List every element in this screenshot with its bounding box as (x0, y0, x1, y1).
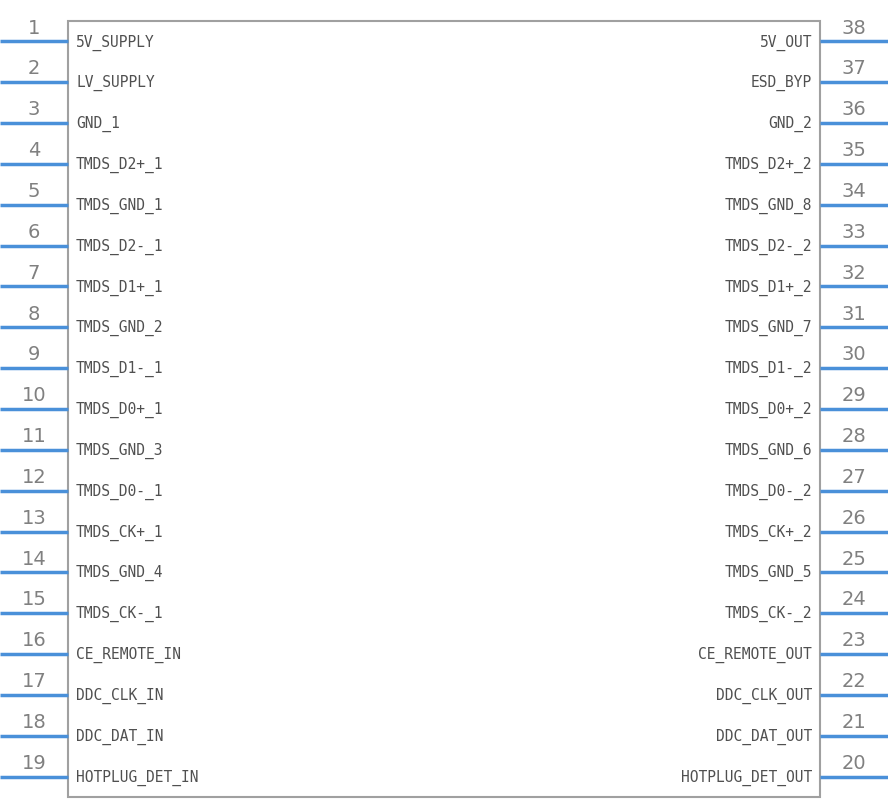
Text: 26: 26 (842, 508, 867, 527)
Text: DDC_CLK_OUT: DDC_CLK_OUT (716, 687, 812, 703)
Text: TMDS_GND_8: TMDS_GND_8 (725, 197, 812, 213)
Text: 23: 23 (842, 630, 867, 650)
Text: 32: 32 (842, 264, 867, 282)
Text: 29: 29 (842, 386, 867, 405)
Text: TMDS_GND_7: TMDS_GND_7 (725, 320, 812, 336)
Text: 17: 17 (21, 672, 46, 690)
Text: 27: 27 (842, 467, 867, 487)
Text: TMDS_D0-_1: TMDS_D0-_1 (76, 483, 163, 499)
Text: 19: 19 (21, 753, 46, 772)
Text: TMDS_D1-_2: TMDS_D1-_2 (725, 361, 812, 377)
Text: 33: 33 (842, 222, 867, 242)
Text: 24: 24 (842, 590, 867, 609)
Text: LV_SUPPLY: LV_SUPPLY (76, 75, 155, 92)
Text: TMDS_CK-_1: TMDS_CK-_1 (76, 605, 163, 621)
Text: 12: 12 (21, 467, 46, 487)
Text: 31: 31 (842, 304, 867, 323)
Bar (68, 22, 820, 797)
Text: 14: 14 (21, 549, 46, 568)
Text: 21: 21 (842, 712, 867, 731)
Text: TMDS_CK-_2: TMDS_CK-_2 (725, 605, 812, 621)
Text: TMDS_D2+_2: TMDS_D2+_2 (725, 157, 812, 173)
Text: TMDS_D0+_2: TMDS_D0+_2 (725, 401, 812, 418)
Text: DDC_DAT_OUT: DDC_DAT_OUT (716, 727, 812, 744)
Text: 13: 13 (21, 508, 46, 527)
Text: TMDS_D1-_1: TMDS_D1-_1 (76, 361, 163, 377)
Text: CE_REMOTE_OUT: CE_REMOTE_OUT (698, 646, 812, 663)
Text: 28: 28 (842, 427, 867, 445)
Text: DDC_DAT_IN: DDC_DAT_IN (76, 727, 163, 744)
Text: 7: 7 (28, 264, 40, 282)
Text: TMDS_CK+_2: TMDS_CK+_2 (725, 524, 812, 540)
Text: TMDS_GND_1: TMDS_GND_1 (76, 197, 163, 213)
Text: HOTPLUG_DET_OUT: HOTPLUG_DET_OUT (681, 769, 812, 785)
Text: 15: 15 (21, 590, 46, 609)
Text: 5V_OUT: 5V_OUT (759, 34, 812, 50)
Text: TMDS_CK+_1: TMDS_CK+_1 (76, 524, 163, 540)
Text: 35: 35 (842, 141, 867, 160)
Text: TMDS_GND_3: TMDS_GND_3 (76, 442, 163, 458)
Text: 5: 5 (28, 182, 40, 201)
Text: 30: 30 (842, 345, 867, 364)
Text: TMDS_GND_2: TMDS_GND_2 (76, 320, 163, 336)
Text: 22: 22 (842, 672, 867, 690)
Text: 37: 37 (842, 59, 867, 79)
Text: 3: 3 (28, 101, 40, 119)
Text: DDC_CLK_IN: DDC_CLK_IN (76, 687, 163, 703)
Text: TMDS_GND_5: TMDS_GND_5 (725, 564, 812, 581)
Text: ESD_BYP: ESD_BYP (750, 75, 812, 92)
Text: 4: 4 (28, 141, 40, 160)
Text: GND_2: GND_2 (768, 116, 812, 132)
Text: 10: 10 (21, 386, 46, 405)
Text: TMDS_D0-_2: TMDS_D0-_2 (725, 483, 812, 499)
Text: 20: 20 (842, 753, 867, 772)
Text: 18: 18 (21, 712, 46, 731)
Text: GND_1: GND_1 (76, 116, 120, 132)
Text: 11: 11 (21, 427, 46, 445)
Text: 5V_SUPPLY: 5V_SUPPLY (76, 34, 155, 50)
Text: 6: 6 (28, 222, 40, 242)
Text: 36: 36 (842, 101, 867, 119)
Text: TMDS_D2-_2: TMDS_D2-_2 (725, 238, 812, 255)
Text: 25: 25 (842, 549, 867, 568)
Text: 1: 1 (28, 19, 40, 37)
Text: TMDS_D1+_1: TMDS_D1+_1 (76, 279, 163, 295)
Text: TMDS_D2+_1: TMDS_D2+_1 (76, 157, 163, 173)
Text: 34: 34 (842, 182, 867, 201)
Text: 38: 38 (842, 19, 867, 37)
Text: CE_REMOTE_IN: CE_REMOTE_IN (76, 646, 181, 663)
Text: TMDS_GND_6: TMDS_GND_6 (725, 442, 812, 458)
Text: HOTPLUG_DET_IN: HOTPLUG_DET_IN (76, 769, 199, 785)
Text: 9: 9 (28, 345, 40, 364)
Text: 16: 16 (21, 630, 46, 650)
Text: TMDS_GND_4: TMDS_GND_4 (76, 564, 163, 581)
Text: TMDS_D2-_1: TMDS_D2-_1 (76, 238, 163, 255)
Text: TMDS_D1+_2: TMDS_D1+_2 (725, 279, 812, 295)
Text: 8: 8 (28, 304, 40, 323)
Text: 2: 2 (28, 59, 40, 79)
Text: TMDS_D0+_1: TMDS_D0+_1 (76, 401, 163, 418)
